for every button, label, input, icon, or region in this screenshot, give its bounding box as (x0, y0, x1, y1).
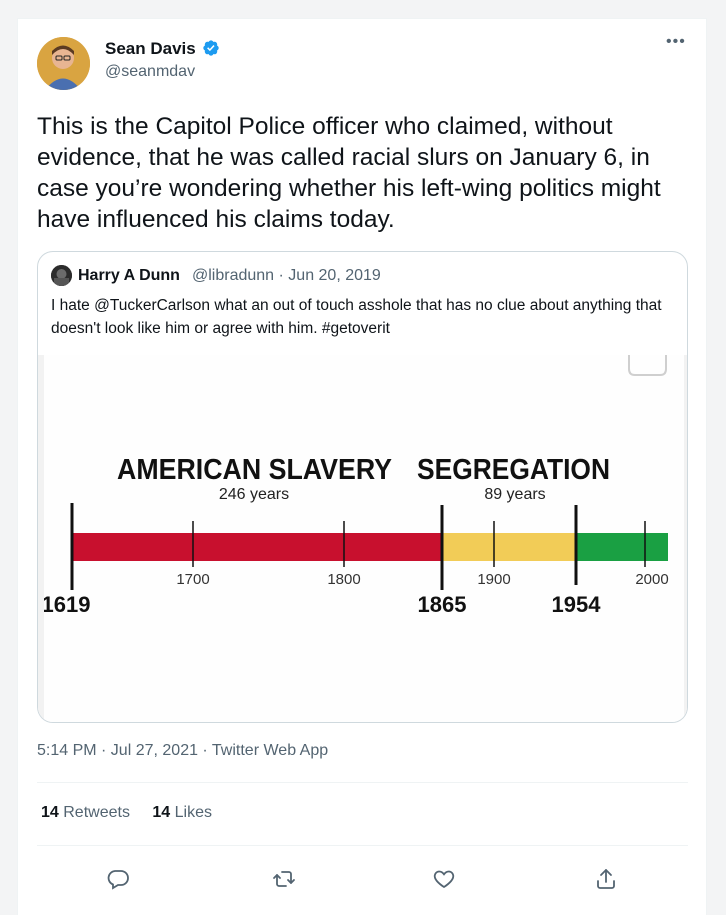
image-title-slavery: AMERICAN SLAVERY (117, 454, 392, 486)
retweets-label: Retweets (63, 804, 130, 821)
author-name[interactable]: Sean Davis (105, 39, 196, 58)
image-sub-segregation: 89 years (484, 486, 545, 503)
retweets-count: 14 (41, 804, 59, 821)
retweets-stat[interactable]: 14 Retweets (41, 804, 130, 822)
author-handle[interactable]: @seanmdav (105, 63, 196, 80)
quoted-image[interactable]: AMERICAN SLAVERY SEGREGATION 246 years 8… (38, 355, 687, 722)
engagement-stats: 14 Retweets 14 Likes (41, 804, 230, 822)
divider (37, 782, 688, 783)
likes-label: Likes (174, 804, 213, 821)
era-label-1954: 1954 (552, 592, 602, 617)
like-icon[interactable] (424, 859, 464, 899)
retweet-icon[interactable] (264, 859, 304, 899)
more-icon[interactable]: ••• (666, 33, 686, 50)
tick-label-1700: 1700 (176, 571, 209, 588)
likes-stat[interactable]: 14 Likes (152, 804, 212, 822)
timeline-image: AMERICAN SLAVERY SEGREGATION 246 years 8… (42, 355, 684, 722)
image-sub-slavery: 246 years (219, 486, 289, 503)
quoted-tweet[interactable]: Harry A Dunn @libradunn · Jun 20, 2019 I… (37, 251, 688, 723)
tweet-text: This is the Capitol Police officer who c… (37, 113, 661, 233)
bar-after (576, 533, 668, 561)
share-icon[interactable] (586, 859, 626, 899)
bar-segregation (442, 533, 576, 561)
tweet-card: Sean Davis @seanmdav ••• This is the Cap… (17, 18, 707, 915)
quoted-tweet-text: I hate @TuckerCarlson what an out of tou… (51, 297, 662, 337)
quoted-author-meta: @libradunn · Jun 20, 2019 (192, 267, 381, 284)
reply-icon[interactable] (98, 859, 138, 899)
image-title-segregation: SEGREGATION (417, 454, 610, 486)
era-label-1865: 1865 (418, 592, 467, 617)
divider (37, 845, 688, 846)
author-avatar[interactable] (37, 37, 90, 90)
bar-slavery (72, 533, 442, 561)
tick-label-1800: 1800 (327, 571, 360, 588)
era-label-1619: 1619 (44, 592, 90, 617)
likes-count: 14 (152, 804, 171, 821)
quoted-author-name: Harry A Dunn (78, 267, 180, 284)
tweet-timestamp[interactable]: 5:14 PM · Jul 27, 2021 · Twitter Web App (37, 742, 329, 759)
verified-badge-icon (202, 39, 220, 57)
tick-label-2000: 2000 (635, 571, 668, 588)
quoted-author-avatar (51, 265, 72, 286)
tick-label-1900: 1900 (477, 571, 510, 588)
